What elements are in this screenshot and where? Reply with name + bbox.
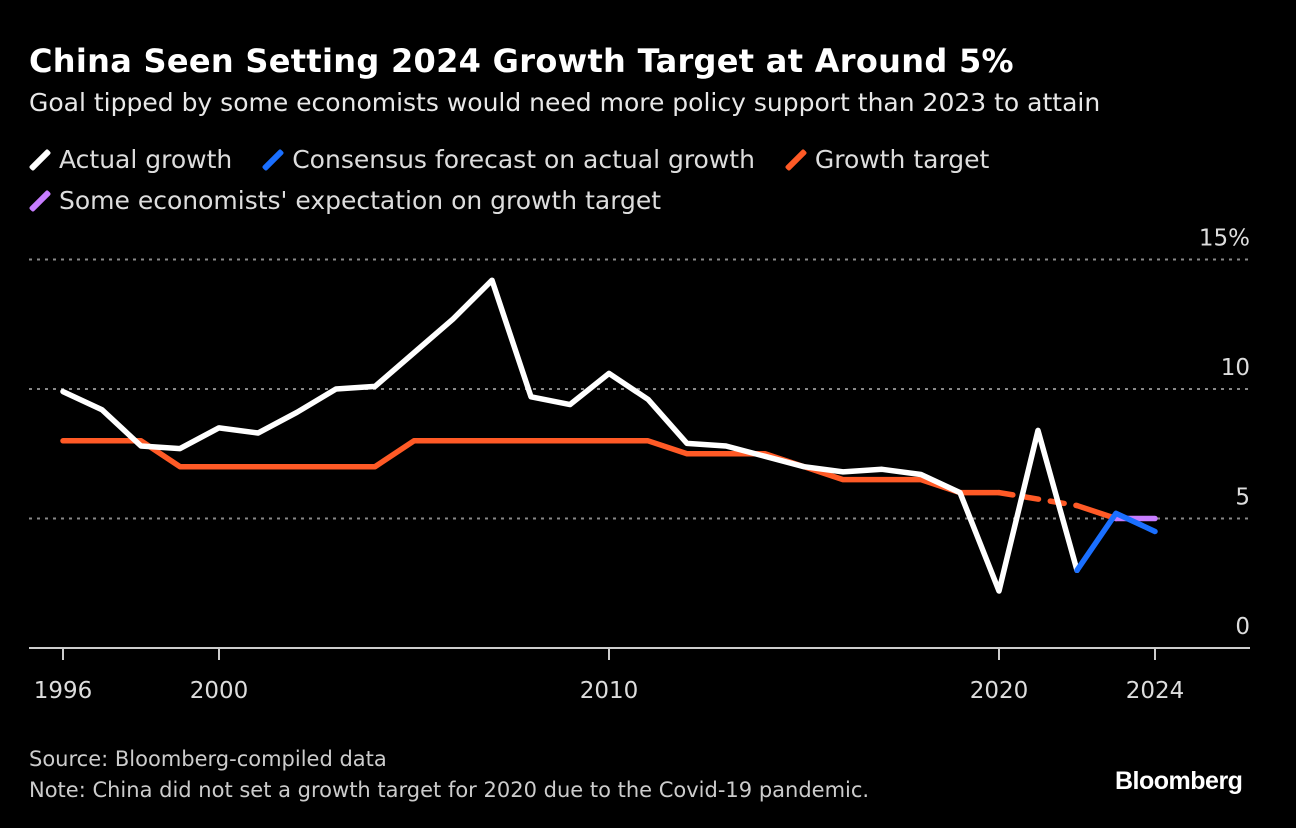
y-tick-label: 10 [1221, 355, 1250, 381]
legend-item-expectation: Some economists' expectation on growth t… [28, 183, 662, 219]
legend-item-actual: Actual growth [28, 142, 233, 178]
legend-label: Consensus forecast on actual growth [292, 145, 755, 174]
series-growth-target [60, 438, 1002, 496]
legend-item-consensus: Consensus forecast on actual growth [261, 142, 755, 178]
legend-label: Some economists' expectation on growth t… [59, 186, 662, 215]
x-tick-label: 2020 [970, 678, 1029, 704]
series-consensus-forecast [1074, 510, 1158, 574]
x-tick-label: 2024 [1126, 678, 1185, 704]
x-tick-label: 2010 [580, 678, 639, 704]
x-tick-label: 1996 [34, 678, 93, 704]
legend-item-target: Growth target [784, 142, 990, 178]
legend-label: Actual growth [59, 145, 233, 174]
x-tick-label: 2000 [190, 678, 249, 704]
y-tick-label: 5 [1235, 485, 1250, 511]
series-actual-growth [60, 277, 1080, 594]
chart-subtitle: Goal tipped by some economists would nee… [29, 88, 1101, 117]
series-growth-target-dashed [996, 489, 1080, 509]
y-tick-label: 0 [1235, 614, 1250, 640]
legend: Actual growth Consensus forecast on actu… [28, 142, 1229, 224]
note-text: Note: China did not set a growth target … [29, 778, 870, 802]
y-tick-label: 15% [1199, 226, 1250, 252]
chart-title: China Seen Setting 2024 Growth Target at… [29, 42, 1014, 80]
legend-label: Growth target [814, 145, 990, 174]
bloomberg-logo: Bloomberg [1115, 767, 1243, 795]
footer-notes: Source: Bloomberg-compiled data Note: Ch… [29, 744, 869, 806]
source-text: Source: Bloomberg-compiled data [29, 747, 387, 771]
series-growth-target-recent [1074, 502, 1119, 522]
